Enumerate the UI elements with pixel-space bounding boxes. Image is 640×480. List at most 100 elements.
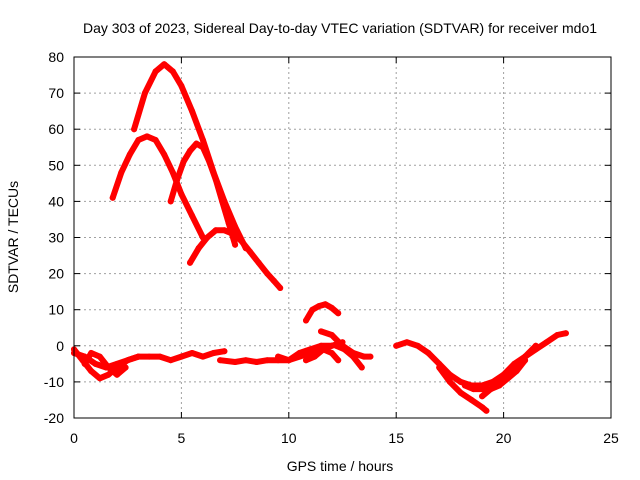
data-point xyxy=(275,353,282,360)
data-point xyxy=(152,68,159,75)
data-point xyxy=(562,330,569,337)
y-tick-label: 50 xyxy=(48,157,64,173)
data-point xyxy=(315,303,322,310)
data-point xyxy=(96,353,103,360)
data-point xyxy=(178,191,185,198)
data-point xyxy=(210,350,217,356)
series-layer xyxy=(71,61,569,414)
y-tick-label: -20 xyxy=(44,410,64,426)
data-point xyxy=(141,90,148,97)
data-point xyxy=(461,382,468,389)
data-point xyxy=(187,147,193,154)
y-tick-labels: -20 -10 0 10 20 30 40 50 60 70 80 xyxy=(44,49,64,426)
data-point xyxy=(479,404,486,411)
y-tick-label: 80 xyxy=(48,49,64,65)
data-point xyxy=(479,386,486,393)
x-tick-label: 5 xyxy=(178,430,186,446)
data-point xyxy=(189,108,196,115)
data-point xyxy=(311,353,318,360)
y-tick-label: 0 xyxy=(56,338,64,354)
data-point xyxy=(193,140,200,147)
data-point xyxy=(161,151,168,158)
data-point xyxy=(403,339,410,346)
data-point xyxy=(144,133,150,140)
data-point xyxy=(270,277,277,284)
data-point xyxy=(169,169,176,176)
data-point xyxy=(212,227,219,234)
data-point xyxy=(335,357,342,364)
series-trough-1 xyxy=(393,330,569,389)
data-point xyxy=(303,357,309,364)
x-tick-label: 20 xyxy=(496,430,512,446)
axis-ticks xyxy=(73,56,612,419)
data-point xyxy=(543,339,550,346)
data-point xyxy=(436,364,443,371)
data-point xyxy=(126,151,133,158)
data-point xyxy=(131,126,138,133)
data-point xyxy=(219,198,226,205)
data-point xyxy=(109,194,116,201)
data-point xyxy=(122,364,129,371)
data-point xyxy=(296,350,303,356)
data-point xyxy=(285,357,292,364)
data-point xyxy=(212,176,219,183)
y-tick-label: 70 xyxy=(48,85,64,101)
data-point xyxy=(221,227,228,234)
data-point xyxy=(333,342,340,349)
x-tick-label: 10 xyxy=(281,430,297,446)
data-point xyxy=(174,176,181,183)
data-point xyxy=(135,137,142,143)
data-point xyxy=(446,378,453,385)
series-arc-peak-32 xyxy=(187,227,284,291)
data-point xyxy=(178,353,185,360)
data-point xyxy=(322,301,329,308)
data-point xyxy=(217,357,224,364)
data-point xyxy=(253,359,260,365)
data-point xyxy=(358,364,365,371)
data-point xyxy=(554,332,561,338)
data-point xyxy=(468,396,475,403)
data-point xyxy=(457,378,464,385)
data-point xyxy=(264,270,271,277)
data-point xyxy=(328,350,335,356)
data-point xyxy=(225,220,232,227)
data-point xyxy=(118,169,125,176)
data-point xyxy=(504,371,511,378)
data-point xyxy=(187,259,193,266)
chart-title: Day 303 of 2023, Sidereal Day-to-day VTE… xyxy=(83,20,597,36)
data-point xyxy=(361,353,367,360)
data-point xyxy=(204,234,211,241)
data-point xyxy=(303,317,309,324)
data-point xyxy=(487,386,494,393)
data-point xyxy=(513,360,520,367)
y-tick-label: 40 xyxy=(48,193,64,209)
data-point xyxy=(195,245,202,252)
x-tick-labels: 0 5 10 15 20 25 xyxy=(70,430,619,446)
y-tick-label: 30 xyxy=(48,230,64,246)
data-point xyxy=(393,342,400,349)
data-point xyxy=(328,304,335,311)
data-point xyxy=(232,223,239,230)
data-point xyxy=(532,342,539,349)
x-tick-label: 0 xyxy=(70,430,78,446)
data-point xyxy=(247,248,254,255)
data-point xyxy=(161,61,168,68)
data-point xyxy=(114,371,120,378)
data-point xyxy=(167,357,174,364)
data-point xyxy=(199,144,206,151)
data-point xyxy=(124,357,131,364)
data-point xyxy=(114,364,120,371)
data-point xyxy=(264,357,271,364)
data-point xyxy=(318,328,324,335)
data-point xyxy=(146,353,153,360)
data-point xyxy=(152,137,159,143)
data-point xyxy=(328,332,335,338)
data-point xyxy=(88,368,95,375)
data-point xyxy=(255,259,262,266)
data-point xyxy=(367,353,374,360)
data-point xyxy=(350,353,357,360)
data-point xyxy=(156,353,163,360)
data-point xyxy=(457,389,464,396)
data-point xyxy=(221,348,228,355)
